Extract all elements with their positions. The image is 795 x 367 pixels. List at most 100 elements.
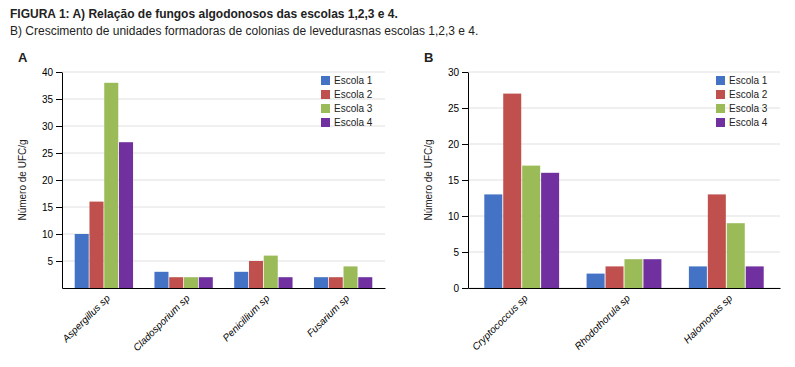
chart-panel: 5 10 15 20 25 30 35 40 Aspergillus spCladosporiu… <box>17 50 386 353</box>
y-tick: 15 <box>42 202 62 213</box>
x-axis: Aspergillus spCladosporium spPenicillium… <box>59 289 385 354</box>
panel-label: B <box>424 50 433 65</box>
bar <box>199 277 213 288</box>
bar <box>708 194 726 288</box>
x-tick-label: Rhodothorula sp <box>572 292 632 352</box>
legend-swatch <box>321 90 330 99</box>
bar-series <box>503 94 726 288</box>
y-tick: 20 <box>448 139 468 150</box>
legend: Escola 1 Escola 2 Escola 3 Escola 4 <box>321 75 373 128</box>
y-tick-mark <box>462 144 468 145</box>
y-tick-label: 20 <box>42 175 54 186</box>
legend-swatch <box>716 104 725 113</box>
legend-swatch <box>321 118 330 127</box>
bar <box>264 256 278 288</box>
y-tick: 40 <box>42 67 62 78</box>
y-tick: 35 <box>42 94 62 105</box>
y-axis-title: Número de UFC/g <box>423 139 434 220</box>
bar <box>358 277 372 288</box>
y-tick-mark <box>56 72 62 73</box>
y-tick-mark <box>462 108 468 109</box>
legend-item: Escola 3 <box>321 103 373 114</box>
y-tick-label: 25 <box>42 148 54 159</box>
x-tick: Cryptococcus sp <box>470 292 530 352</box>
x-tick-label: Aspergillus sp <box>59 292 112 345</box>
legend-item: Escola 1 <box>321 75 373 86</box>
legend-label: Escola 4 <box>334 117 373 128</box>
y-tick-mark <box>56 234 62 235</box>
x-axis: Cryptococcus sp Rhodothorula sp Halomonas … <box>469 289 781 353</box>
y-tick-mark <box>56 153 62 154</box>
y-tick-mark <box>56 126 62 127</box>
y-tick-label: 30 <box>42 121 54 132</box>
legend-item: Escola 4 <box>321 117 373 128</box>
bar-series <box>541 173 764 288</box>
grid-line <box>62 72 385 73</box>
legend-label: Escola 3 <box>729 103 768 114</box>
y-axis-line <box>62 73 63 289</box>
legend-item: Escola 3 <box>716 103 768 114</box>
y-tick-label: 10 <box>42 229 54 240</box>
bar <box>343 266 357 288</box>
subtitle: B) Crescimento de unidades formadoras de… <box>10 24 478 38</box>
y-tick-label: 30 <box>448 67 460 78</box>
y-tick-label: 5 <box>453 247 459 258</box>
legend-label: Escola 2 <box>334 89 373 100</box>
bar <box>643 259 661 288</box>
x-tick: Aspergillus sp <box>59 292 112 345</box>
bar <box>249 261 263 288</box>
bar <box>89 202 103 288</box>
y-tick: 25 <box>42 148 62 159</box>
legend-item: Escola 2 <box>716 89 768 100</box>
y-tick: 5 <box>453 247 468 258</box>
y-tick-mark <box>462 72 468 73</box>
y-tick: 25 <box>448 103 468 114</box>
bar <box>329 277 343 288</box>
y-axis: 5 10 15 20 25 30 35 40 <box>42 67 63 289</box>
bar <box>624 259 642 288</box>
y-tick: 5 <box>47 256 62 267</box>
bars <box>484 94 763 288</box>
y-tick-label: 5 <box>47 256 53 267</box>
legend-swatch <box>321 76 330 85</box>
x-tick: Halomonas sp <box>681 292 734 345</box>
x-tick-label: Fusarium sp <box>305 292 352 339</box>
bar <box>587 274 605 288</box>
y-tick-label: 40 <box>42 67 54 78</box>
legend-swatch <box>716 90 725 99</box>
legend-label: Escola 1 <box>334 75 373 86</box>
bar <box>184 277 198 288</box>
bar <box>234 272 248 288</box>
y-tick: 20 <box>42 175 62 186</box>
bar-series <box>119 142 372 288</box>
y-tick: 15 <box>448 175 468 186</box>
bar <box>169 277 183 288</box>
legend-label: Escola 3 <box>334 103 373 114</box>
grid <box>468 72 780 288</box>
y-tick-mark <box>56 207 62 208</box>
bar <box>503 94 521 288</box>
y-tick-mark <box>56 180 62 181</box>
bar <box>541 173 559 288</box>
bar <box>154 272 168 288</box>
bar-series <box>522 166 745 288</box>
legend-swatch <box>716 76 725 85</box>
bar-series <box>104 83 357 288</box>
y-tick-label: 15 <box>448 175 460 186</box>
y-tick-mark <box>462 216 468 217</box>
y-tick: 10 <box>448 211 468 222</box>
title: FIGURA 1: A) Relação de fungos algodonos… <box>10 7 398 21</box>
legend-label: Escola 4 <box>729 117 768 128</box>
legend: Escola 1Escola 2Escola 3Escola 4 <box>716 75 768 128</box>
y-tick-label: 25 <box>448 103 460 114</box>
legend-swatch <box>321 104 330 113</box>
legend-swatch <box>716 118 725 127</box>
x-tick-label: Cryptococcus sp <box>470 292 530 352</box>
bar <box>119 142 133 288</box>
bar <box>314 277 328 288</box>
y-tick-label: 15 <box>42 202 54 213</box>
x-tick: Rhodothorula sp <box>572 292 632 352</box>
bar <box>522 166 540 288</box>
y-tick-mark <box>462 288 468 289</box>
x-tick: Fusarium sp <box>305 292 352 339</box>
